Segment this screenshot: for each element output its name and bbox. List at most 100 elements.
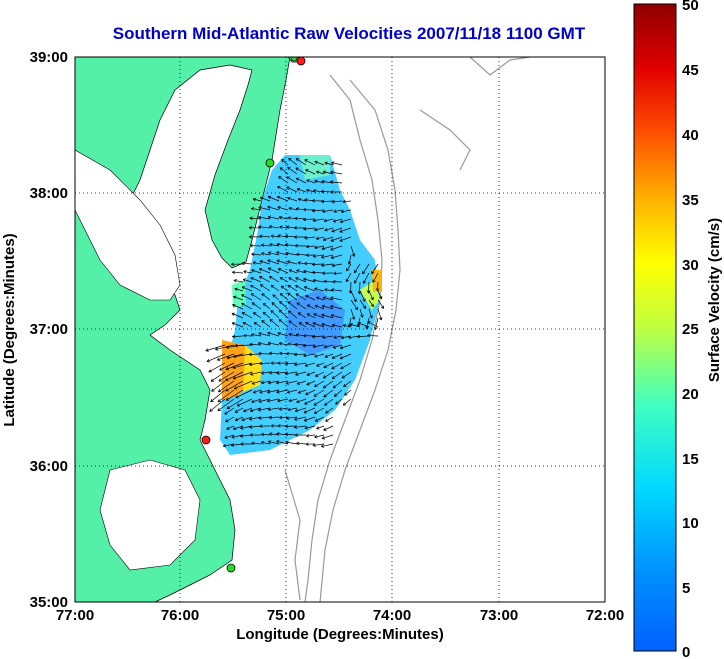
velocity-vector-head <box>344 392 346 396</box>
velocity-vector-head <box>278 319 283 321</box>
station-marker-green[interactable] <box>290 55 298 62</box>
velocity-vector-head <box>312 443 316 446</box>
velocity-vector-head <box>311 199 315 201</box>
velocity-vector <box>270 310 280 319</box>
velocity-vector-head <box>276 390 280 393</box>
velocity-vector-head <box>330 238 334 242</box>
station-marker-green[interactable] <box>265 158 275 168</box>
velocity-vector <box>344 389 352 396</box>
velocity-vector <box>249 362 262 366</box>
velocity-vector <box>367 335 379 337</box>
velocity-vector-head <box>314 245 318 249</box>
velocity-vector <box>276 440 289 445</box>
velocity-vector-head <box>243 271 247 274</box>
velocity-vector-head <box>276 372 280 375</box>
velocity-vector-head <box>261 253 264 256</box>
velocity-vector <box>281 159 289 166</box>
velocity-vector-head <box>294 362 297 366</box>
velocity-vector <box>340 218 352 223</box>
velocity-vector <box>321 200 334 203</box>
velocity-vector-head <box>329 181 333 184</box>
velocity-vector <box>210 371 226 382</box>
velocity-vector-head <box>268 252 271 255</box>
velocity-vector <box>259 276 271 283</box>
velocity-vector <box>312 443 325 446</box>
velocity-vector-head <box>259 260 263 264</box>
velocity-vector <box>304 362 316 367</box>
velocity-vector-head <box>225 419 228 422</box>
velocity-vector <box>332 344 343 349</box>
velocity-vector-head <box>251 207 255 209</box>
velocity-vector <box>278 216 289 220</box>
velocity-vector <box>298 389 307 394</box>
velocity-vector-head <box>321 323 325 327</box>
velocity-vector-head <box>286 418 290 420</box>
velocity-vector-head <box>342 324 346 328</box>
velocity-vector-head <box>323 344 327 348</box>
velocity-vector-head <box>261 320 264 324</box>
velocity-vector-head <box>275 380 279 384</box>
velocity-vector-head <box>323 279 327 282</box>
velocity-vector-head <box>241 286 245 290</box>
velocity-vector <box>234 407 244 413</box>
velocity-vector <box>314 434 325 438</box>
velocity-vector <box>331 371 343 380</box>
velocity-vector-head <box>293 227 297 230</box>
velocity-vector-head <box>323 239 327 241</box>
velocity-vector-head <box>296 399 299 403</box>
velocity-vector-head <box>314 179 318 182</box>
velocity-vector <box>312 209 325 212</box>
velocity-vector-head <box>232 270 236 273</box>
velocity-vector-head <box>306 382 309 385</box>
velocity-vector-head <box>303 278 306 282</box>
velocity-vector-head <box>333 271 337 274</box>
velocity-vector <box>313 313 325 319</box>
velocity-vector-head <box>279 277 282 281</box>
velocity-vector-head <box>305 295 308 299</box>
velocity-vector-head <box>343 404 347 406</box>
velocity-vector <box>287 292 298 301</box>
station-marker-green[interactable] <box>226 563 236 573</box>
velocity-vector <box>368 290 374 300</box>
velocity-vector-head <box>316 363 319 367</box>
velocity-vector <box>295 158 307 166</box>
velocity-vector-head <box>250 334 254 337</box>
velocity-vector <box>359 290 366 302</box>
velocity-vector <box>278 268 289 274</box>
velocity-vector <box>294 362 307 366</box>
velocity-vector <box>339 353 352 359</box>
velocity-vector-head <box>295 167 298 171</box>
velocity-vector <box>225 380 244 392</box>
velocity-vector-head <box>362 306 366 309</box>
velocity-vector <box>316 362 325 367</box>
velocity-vector <box>234 344 253 347</box>
velocity-vector-head <box>279 293 282 297</box>
velocity-vector-head <box>347 261 350 265</box>
velocity-vector <box>324 218 334 222</box>
velocity-vector-head <box>261 371 264 374</box>
station-marker-red[interactable] <box>201 435 211 445</box>
velocity-vector-head <box>232 271 235 275</box>
velocity-vector-head <box>267 400 271 403</box>
velocity-vector-head <box>303 207 307 210</box>
velocity-vector-head <box>232 367 236 370</box>
velocity-vector <box>333 209 343 213</box>
x-tick-label: 77:00 <box>56 607 94 624</box>
velocity-vector <box>276 251 289 256</box>
velocity-vector <box>233 425 244 430</box>
velocity-vector-head <box>302 343 306 347</box>
velocity-vector-head <box>296 381 300 385</box>
velocity-vector-head <box>248 227 252 230</box>
velocity-vector-head <box>280 285 283 289</box>
velocity-vector <box>325 416 334 422</box>
velocity-vector-head <box>277 424 281 427</box>
velocity-vector <box>345 272 352 282</box>
velocity-vector-head <box>257 216 261 220</box>
velocity-vector-head <box>276 242 280 245</box>
colorbar-tick-label: 30 <box>682 257 699 274</box>
velocity-vector <box>261 441 271 445</box>
velocity-vector <box>312 254 325 257</box>
velocity-vector-head <box>314 247 318 250</box>
velocity-vector <box>267 398 280 402</box>
station-marker-red[interactable] <box>296 57 306 66</box>
